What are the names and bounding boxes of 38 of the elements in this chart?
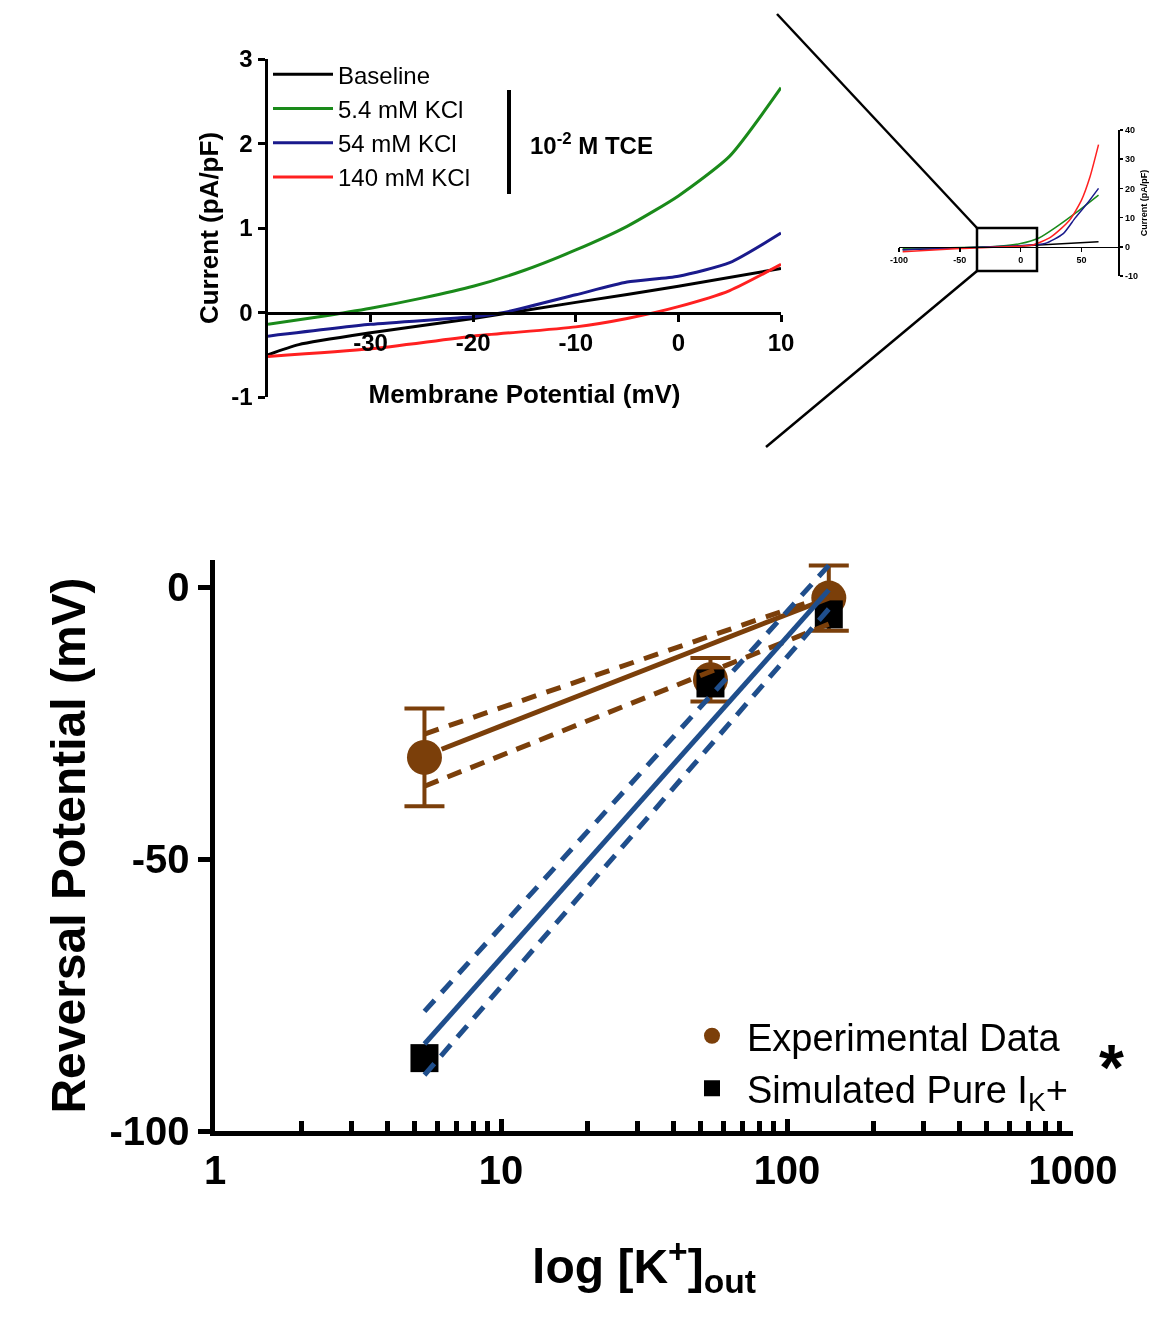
y-tick-label: -50 xyxy=(131,837,190,882)
x-tick-label: 1000 xyxy=(1028,1148,1118,1192)
y-tick-label: -10 xyxy=(1125,271,1139,282)
y-tick-label: 20 xyxy=(1125,183,1136,194)
y-tick-label: 0 xyxy=(1125,241,1131,252)
y-tick-label: 40 xyxy=(1125,125,1136,136)
y-tick-label: 30 xyxy=(1125,154,1136,165)
y-tick-label: -1 xyxy=(231,383,253,411)
y-tick-label: -100 xyxy=(109,1109,190,1153)
x-tick-label: 0 xyxy=(671,328,686,356)
y-tick-label: 2 xyxy=(239,129,253,157)
text: * xyxy=(1099,1032,1124,1104)
legend-label: 5.4 mM KCl xyxy=(338,95,464,123)
x-tick-label: -100 xyxy=(889,254,909,265)
y-axis-title: Current (pA/pF) xyxy=(193,131,224,325)
y-axis-title: Current (pA/pF) xyxy=(1138,169,1149,237)
annotation: 10$^{-2}$ M TCE xyxy=(530,129,653,160)
x-axis-title: log [K$^{+}$]$_{out}$ xyxy=(532,1232,756,1301)
y-tick-label: 3 xyxy=(239,45,253,73)
y-tick-label: 0 xyxy=(167,565,190,610)
x-tick-label: 10 xyxy=(767,328,795,356)
y-tick-label: 10 xyxy=(1125,212,1136,223)
x-tick-label: 0 xyxy=(1018,254,1024,265)
x-tick-label: -20 xyxy=(455,328,491,356)
x-tick-label: -50 xyxy=(953,254,967,265)
legend-label: 140 mM KCl xyxy=(338,164,471,192)
legend-label: Simulated Pure I$_{K}$+ xyxy=(747,1069,1068,1117)
y-axis-title: Reversal Potential (mV) xyxy=(42,577,96,1114)
legend-label: Baseline xyxy=(338,61,431,89)
legend-label: 54 mM KCl xyxy=(338,130,457,158)
x-tick-label: -10 xyxy=(558,328,594,356)
x-tick-label: 50 xyxy=(1076,254,1087,265)
legend-label: Experimental Data xyxy=(747,1016,1061,1059)
x-tick-label: 100 xyxy=(753,1148,821,1192)
x-axis-title: Membrane Potential (mV) xyxy=(368,379,681,410)
y-tick-label: 1 xyxy=(239,214,253,242)
x-tick-label: 10 xyxy=(478,1148,524,1192)
y-tick-label: 0 xyxy=(239,298,253,326)
